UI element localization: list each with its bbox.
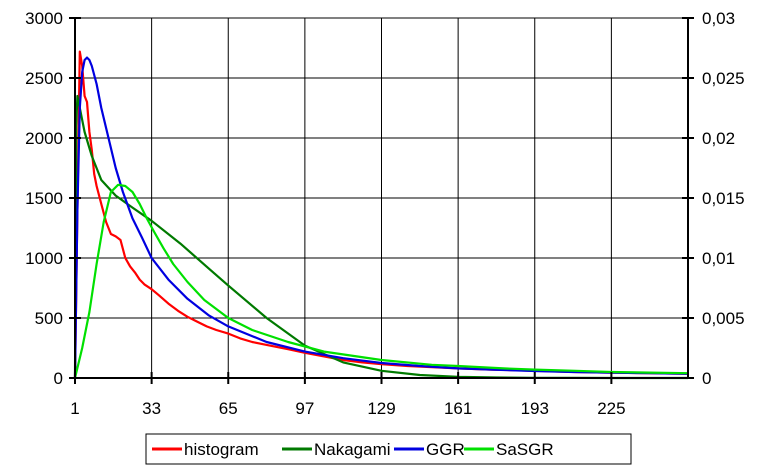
y-left-tick-label: 1000	[25, 249, 63, 268]
grid-lines	[74, 17, 689, 379]
legend-label-nakagami: Nakagami	[314, 440, 391, 459]
y-right-tick-label: 0,03	[702, 9, 735, 28]
y-right-tick-label: 0,02	[702, 129, 735, 148]
x-tick-label: 65	[219, 399, 238, 418]
y-right-tick-label: 0	[702, 369, 711, 388]
y-left-tick-label: 2000	[25, 129, 63, 148]
y-right-tick-label: 0,01	[702, 249, 735, 268]
x-tick-label: 33	[142, 399, 161, 418]
y-right-tick-label: 0,005	[702, 309, 745, 328]
legend-box	[145, 433, 632, 465]
x-tick-label: 129	[367, 399, 395, 418]
y-right-tick-label: 0,015	[702, 189, 745, 208]
x-tick-label: 193	[521, 399, 549, 418]
x-tick-label: 225	[597, 399, 625, 418]
series-line-sasgr	[73, 183, 689, 379]
axes: 0 500 1000 1500 2000 2500 3000 0 0,005 0,01 0,015 0…	[25, 9, 744, 418]
x-tick-label: 1	[70, 399, 79, 418]
y-left-tick-label: 1500	[25, 189, 63, 208]
y-right-tick-label: 0,025	[702, 69, 745, 88]
series-line-ggr	[73, 56, 689, 379]
legend-label-sasgr: SaSGR	[496, 440, 554, 459]
y-left-tick-label: 2500	[25, 69, 63, 88]
legend-label-ggr: GGR	[426, 440, 465, 459]
y-left-tick-label: 500	[35, 309, 63, 328]
legend-label-histogram: histogram	[184, 440, 259, 459]
x-tick-label: 161	[444, 399, 472, 418]
x-tick-label: 97	[295, 399, 314, 418]
y-left-tick-label: 3000	[25, 9, 63, 28]
y-left-tick-label: 0	[54, 369, 63, 388]
legend: histogram Nakagami GGR SaSGR	[145, 433, 632, 465]
